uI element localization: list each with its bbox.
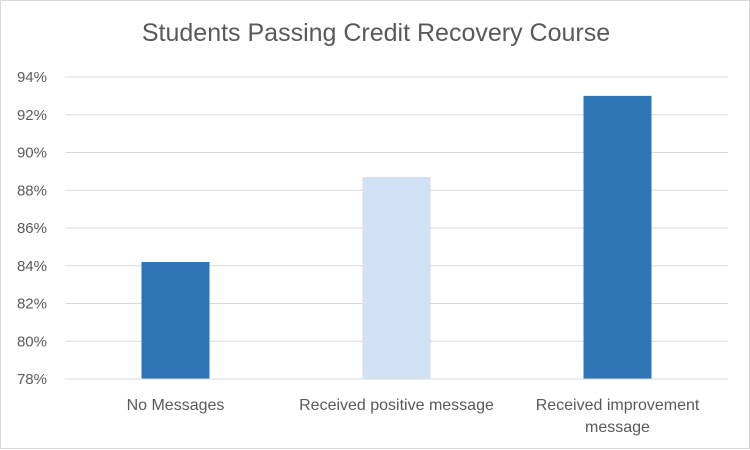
category-label: Received positive message [299, 397, 494, 414]
y-tick-label: 80% [17, 333, 47, 350]
y-tick-label: 92% [17, 107, 47, 124]
bar [362, 177, 431, 379]
category-labels: No Messages Received positive message Rece… [127, 397, 700, 436]
bars [141, 95, 652, 379]
y-tick-label: 84% [17, 258, 47, 275]
y-axis-tick-labels: 78% 80% 82% 84% 86% 88% 90% 92% 94% [17, 69, 47, 388]
y-tick-label: 94% [17, 69, 47, 86]
bar [141, 261, 210, 379]
y-tick-label: 82% [17, 296, 47, 313]
category-label: message [585, 419, 650, 436]
bar [583, 95, 652, 379]
category-label: Received improvement [536, 397, 700, 414]
y-tick-label: 78% [17, 371, 47, 388]
y-tick-label: 86% [17, 220, 47, 237]
chart-title: Students Passing Credit Recovery Course [141, 19, 611, 47]
category-label: No Messages [127, 397, 225, 414]
y-tick-label: 90% [17, 145, 47, 162]
y-tick-label: 88% [17, 182, 47, 199]
